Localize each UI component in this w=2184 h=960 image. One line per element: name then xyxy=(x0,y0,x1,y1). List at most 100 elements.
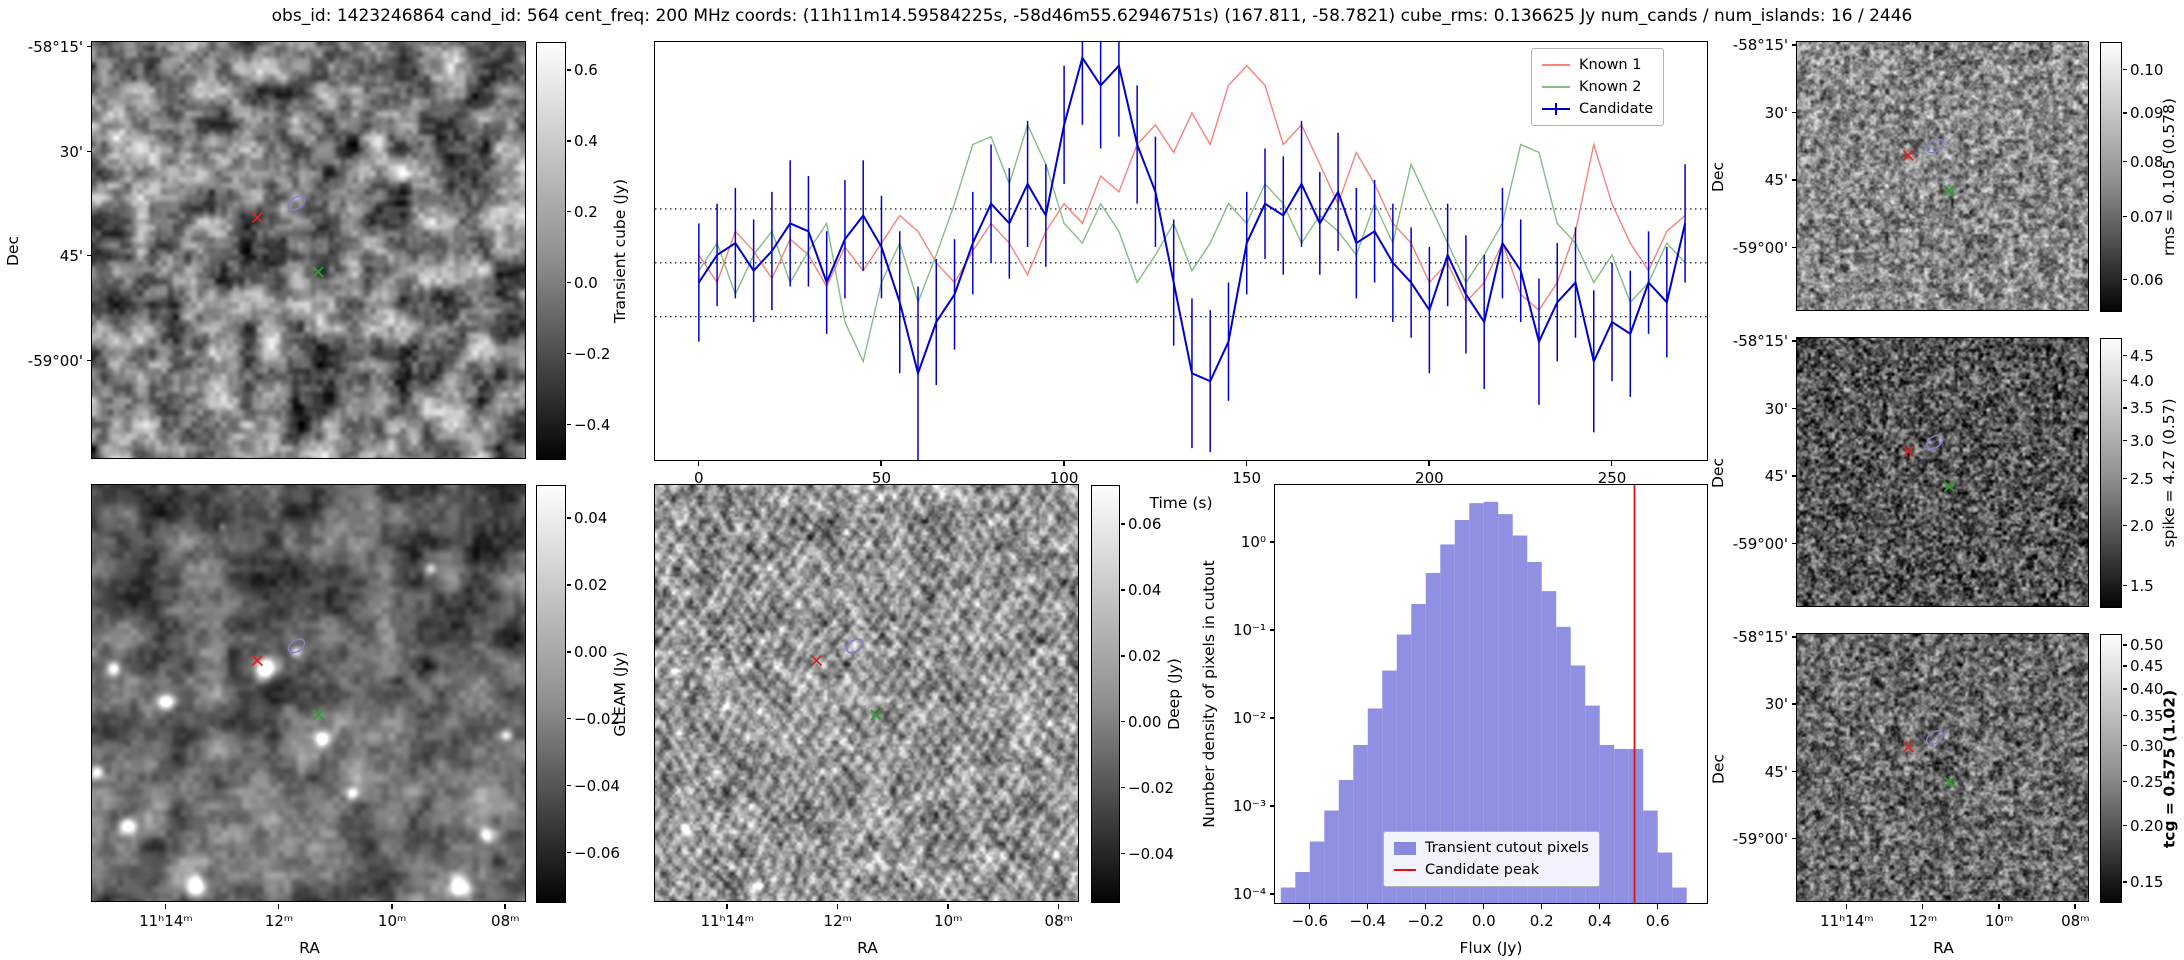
legend-swatch xyxy=(1542,102,1570,116)
colorbar-tick-label: 0.15 xyxy=(2130,873,2164,892)
dec-tick-label: -58°15' xyxy=(1732,628,1788,647)
legend-swatch xyxy=(1394,869,1416,871)
ra-tick-label: 08ᵐ xyxy=(1044,912,1073,930)
hist-bar xyxy=(1541,591,1557,903)
colorbar-tick xyxy=(2123,714,2127,716)
dec-tick xyxy=(1792,44,1797,46)
colorbar-tick xyxy=(567,281,571,284)
colorbar-tick xyxy=(2123,439,2127,442)
gleam-image xyxy=(91,484,526,902)
colorbar-label-r3: tcg = 0.575 (1.02) xyxy=(2160,689,2178,848)
flux-tick xyxy=(1656,904,1659,909)
density-axis-label: Number density of pixels in cutout xyxy=(1200,560,1218,828)
flux-tick-label: 0.2 xyxy=(1529,912,1554,930)
colorbar-tick-label: 0.08 xyxy=(2130,152,2164,171)
ra-tick xyxy=(1921,904,1924,909)
colorbar-tick xyxy=(2123,524,2127,527)
dec-tick-label: 45' xyxy=(1764,171,1788,190)
colorbar-tick xyxy=(567,423,571,425)
time-tick xyxy=(1428,461,1430,466)
colorbar-tick xyxy=(2123,215,2127,217)
colorbar-tick-label: 0.10 xyxy=(2130,60,2164,79)
ra-tick-label: 11ʰ14ᵐ xyxy=(700,912,755,930)
ra-axis-label: RA xyxy=(857,939,878,957)
colorbar-tick xyxy=(567,651,571,653)
dec-tick xyxy=(1792,475,1797,477)
density-tick xyxy=(1270,541,1275,543)
colorbar-tick-label: 0.6 xyxy=(574,61,598,80)
dec-tick-label: -59°00' xyxy=(1732,534,1788,553)
dec-tick-label: 30' xyxy=(1764,399,1788,418)
colorbar-tick xyxy=(1121,589,1125,591)
colorbar-tick-label: 2.0 xyxy=(2130,516,2154,535)
ra-tick-label: 10ᵐ xyxy=(1984,912,2014,930)
legend-swatch xyxy=(1542,80,1570,94)
hist-bar xyxy=(1280,887,1296,903)
colorbar-r3 xyxy=(2100,634,2122,903)
time-tick-label: 250 xyxy=(1597,469,1627,487)
flux-tick xyxy=(1308,904,1311,909)
ra-tick-label: 08ᵐ xyxy=(491,912,520,930)
ra-axis-label: RA xyxy=(1933,939,1954,957)
flux-tick-label: 0.0 xyxy=(1471,912,1496,930)
legend-item: Candidate peak xyxy=(1394,859,1589,881)
legend-item: Candidate xyxy=(1542,98,1653,120)
dec-tick-label: -58°15' xyxy=(1732,36,1788,55)
colorbar-tick xyxy=(1121,523,1125,525)
hist-bar xyxy=(1309,841,1325,903)
hist-bar xyxy=(1353,744,1368,903)
histogram-legend: Transient cutout pixels Candidate peak xyxy=(1383,831,1600,887)
density-tick xyxy=(1270,717,1275,719)
hist-bar xyxy=(1295,872,1310,903)
density-tick-label: 10⁻³ xyxy=(1232,797,1266,816)
colorbar-tick-label: 0.0 xyxy=(574,273,598,292)
colorbar-label-tc: Transient cube (Jy) xyxy=(611,178,629,324)
time-tick xyxy=(1063,461,1065,466)
time-tick-label: 150 xyxy=(1232,469,1262,487)
colorbar-tick-label: 0.04 xyxy=(574,509,608,528)
legend-swatch xyxy=(1542,58,1570,72)
flux-tick-label: −0.4 xyxy=(1349,912,1386,930)
time-tick xyxy=(880,461,882,466)
colorbar-tick xyxy=(567,352,571,355)
colorbar-label-gl: GLEAM (Jy) xyxy=(611,651,629,737)
dec-axis-label: Dec xyxy=(1709,458,1727,488)
hist-bar xyxy=(1614,748,1629,903)
density-tick-label: 10⁻⁴ xyxy=(1232,885,1266,904)
density-tick-label: 10⁻² xyxy=(1232,709,1266,728)
ra-tick xyxy=(391,904,393,909)
hist-bar xyxy=(1657,852,1673,903)
dec-tick xyxy=(1792,542,1797,545)
colorbar-tick xyxy=(2123,160,2127,162)
hist-bar xyxy=(1338,779,1354,903)
density-tick-label: 10⁻¹ xyxy=(1232,621,1266,640)
colorbar-tick-label: −0.02 xyxy=(1128,778,1174,797)
ra-tick-label: 12ᵐ xyxy=(1908,912,1938,930)
colorbar-tick xyxy=(567,784,571,787)
legend-label: Known 1 xyxy=(1579,57,1642,73)
colorbar-tick-label: 4.0 xyxy=(2130,371,2154,390)
legend-item: Known 1 xyxy=(1542,54,1653,76)
dec-tick xyxy=(1792,770,1797,773)
lightcurve-legend: Known 1 Known 2 Candidate xyxy=(1531,48,1665,126)
dec-tick xyxy=(87,46,92,48)
colorbar-tick-label: 0.50 xyxy=(2130,636,2164,655)
dec-tick-label: -58°15' xyxy=(1732,332,1788,351)
deep-image xyxy=(654,484,1079,902)
ra-tick xyxy=(164,904,167,909)
hist-bar xyxy=(1469,503,1484,903)
flux-tick-label: −0.6 xyxy=(1291,912,1328,930)
rms-image xyxy=(1796,41,2089,311)
dec-tick xyxy=(1792,837,1797,840)
colorbar-tick-label: 4.5 xyxy=(2130,346,2154,365)
dec-tick xyxy=(1792,111,1797,114)
hist-bar xyxy=(1643,810,1658,903)
ra-axis-label: RA xyxy=(299,939,320,957)
dec-tick-label: 30' xyxy=(1764,103,1788,122)
dec-tick xyxy=(87,359,92,361)
legend-label: Candidate peak xyxy=(1425,862,1540,878)
colorbar-tick-label: 0.4 xyxy=(574,132,598,151)
colorbar-tick-label: 2.5 xyxy=(2130,469,2154,488)
colorbar-tick-label: 0.40 xyxy=(2130,680,2164,699)
